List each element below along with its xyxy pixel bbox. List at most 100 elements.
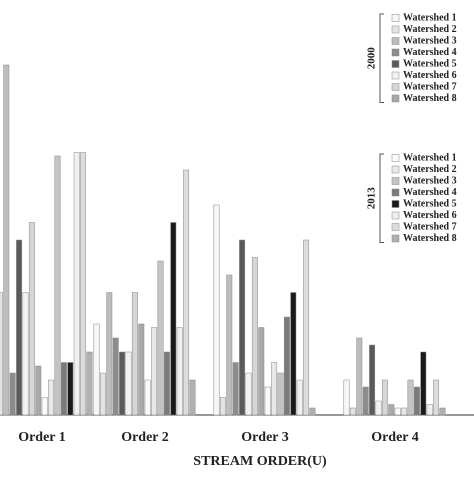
bar: [163, 351, 170, 416]
legend-label: Watershed 7: [403, 81, 457, 92]
x-tick-label: Order 1: [18, 430, 66, 445]
bar: [93, 323, 100, 416]
legend-label: Watershed 4: [403, 47, 457, 58]
bar: [189, 379, 196, 416]
legend-swatch: [391, 71, 400, 80]
legend-bracket: [379, 13, 384, 103]
bar: [219, 397, 226, 416]
legend-label: Watershed 4: [403, 187, 457, 198]
bar: [283, 316, 290, 416]
bar: [362, 386, 369, 416]
bar: [3, 64, 10, 416]
legend-label: Watershed 6: [403, 70, 457, 81]
bar: [296, 379, 303, 416]
bar: [0, 292, 3, 416]
legend-label: Watershed 3: [403, 175, 457, 186]
legend-swatch: [391, 94, 400, 103]
bar: [413, 386, 420, 416]
bar: [356, 337, 363, 416]
legend-swatch: [391, 234, 400, 243]
bar: [28, 222, 35, 416]
bar: [388, 404, 395, 416]
legend-swatch: [391, 200, 400, 208]
legend-label: Watershed 8: [403, 233, 457, 244]
bar: [277, 372, 284, 416]
bar: [183, 169, 190, 416]
bar: [99, 372, 106, 416]
bar: [22, 292, 29, 416]
legend-swatch: [391, 177, 400, 185]
legend-label: Watershed 7: [403, 221, 457, 232]
x-tick-label: Order 4: [371, 430, 419, 445]
bar: [213, 204, 220, 416]
bar: [80, 152, 87, 416]
bar: [251, 257, 258, 416]
legend-label: Watershed 2: [403, 24, 457, 35]
bar: [245, 372, 252, 416]
bar: [258, 327, 265, 416]
legend-swatch: [391, 223, 400, 231]
bar: [239, 239, 246, 416]
bar: [226, 274, 233, 416]
legend-swatch: [391, 165, 400, 174]
bar: [349, 407, 356, 416]
bar: [232, 362, 239, 416]
legend-swatch: [391, 154, 400, 162]
bar: [48, 379, 55, 416]
bar: [16, 239, 23, 416]
bar: [394, 407, 401, 416]
bar: [41, 397, 48, 416]
bar: [433, 379, 440, 416]
legend-swatch: [391, 211, 400, 220]
bar: [420, 351, 427, 416]
x-tick-label: Order 2: [121, 430, 169, 445]
legend-label: Watershed 2: [403, 164, 457, 175]
bar: [131, 292, 138, 416]
bar: [170, 222, 177, 416]
bar: [375, 400, 382, 416]
bar: [54, 155, 61, 416]
bar: [106, 292, 113, 416]
bar: [426, 404, 433, 416]
legend-swatch: [391, 14, 400, 22]
legend-group-label: 2000: [366, 47, 378, 70]
legend-swatch: [391, 60, 400, 68]
bar: [401, 407, 408, 416]
bar: [407, 379, 414, 416]
legend-label: Watershed 5: [403, 198, 457, 209]
bar: [35, 365, 42, 416]
bar: [369, 344, 376, 416]
legend-label: Watershed 1: [403, 12, 457, 23]
bar: [112, 337, 119, 416]
bar: [73, 152, 80, 416]
legend-label: Watershed 8: [403, 93, 457, 104]
legend-label: Watershed 6: [403, 210, 457, 221]
legend-label: Watershed 1: [403, 152, 457, 163]
legend-swatch: [391, 37, 400, 45]
bar: [67, 362, 74, 416]
bar: [271, 362, 278, 416]
legend-swatch: [391, 25, 400, 34]
legend-label: Watershed 5: [403, 58, 457, 69]
bar: [309, 407, 316, 416]
legend-swatch: [391, 83, 400, 91]
legend-group-label: 2013: [366, 187, 378, 210]
bar: [381, 379, 388, 416]
x-axis-title: STREAM ORDER(U): [193, 454, 327, 469]
bar: [157, 260, 164, 416]
bar: [439, 407, 446, 416]
bar: [290, 292, 297, 416]
bar: [176, 327, 183, 416]
bar: [144, 379, 151, 416]
bar: [264, 386, 271, 416]
legend-bracket: [379, 153, 384, 243]
bar: [86, 351, 93, 416]
bar: [343, 379, 350, 416]
x-tick-label: Order 3: [241, 430, 289, 445]
legend-swatch: [391, 188, 400, 197]
bar: [125, 351, 132, 416]
bar: [60, 362, 67, 416]
legend-label: Watershed 3: [403, 35, 457, 46]
bar: [9, 372, 16, 416]
